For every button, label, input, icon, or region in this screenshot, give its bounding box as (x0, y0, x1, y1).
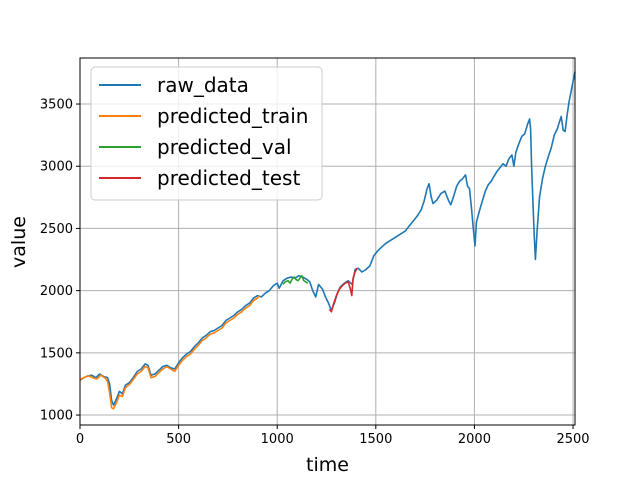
y-axis-label: value (8, 216, 30, 268)
y-tick-label: 3500 (40, 98, 73, 113)
legend: raw_data predicted_train predicted_valpred… (90, 66, 323, 201)
axis-ticks: 0 500 1000 1500 2000 2500 1000 1500 2000 2500 3000… (40, 98, 590, 447)
legend-label-predicted_train: predicted_train (157, 104, 308, 128)
legend-box (90, 66, 323, 201)
x-tick-label: 2000 (458, 432, 491, 447)
predicted_test-line (328, 267, 358, 313)
x-axis-label: time (306, 454, 349, 476)
x-tick-label: 1000 (261, 432, 294, 447)
y-tick-label: 2500 (40, 222, 73, 237)
legend-label-predicted_val: predicted_val (157, 135, 292, 159)
y-tick-label: 1500 (40, 346, 73, 361)
legend-label-predicted_test: predicted_test (157, 166, 300, 190)
legend-label-raw_data: raw_data (157, 73, 249, 97)
predicted_val-line (282, 274, 309, 285)
plot-area-frame (79, 57, 576, 426)
x-tick-label: 500 (166, 432, 191, 447)
x-tick-label: 2500 (556, 432, 589, 447)
y-tick-label: 3000 (40, 160, 73, 175)
x-tick-label: 1500 (359, 432, 392, 447)
predicted_train-line (79, 295, 261, 410)
raw_data-line (79, 71, 576, 406)
plot-lines (79, 71, 576, 410)
x-tick-label: 0 (76, 432, 84, 447)
y-tick-label: 2000 (40, 284, 73, 299)
y-tick-label: 1000 (40, 409, 73, 424)
